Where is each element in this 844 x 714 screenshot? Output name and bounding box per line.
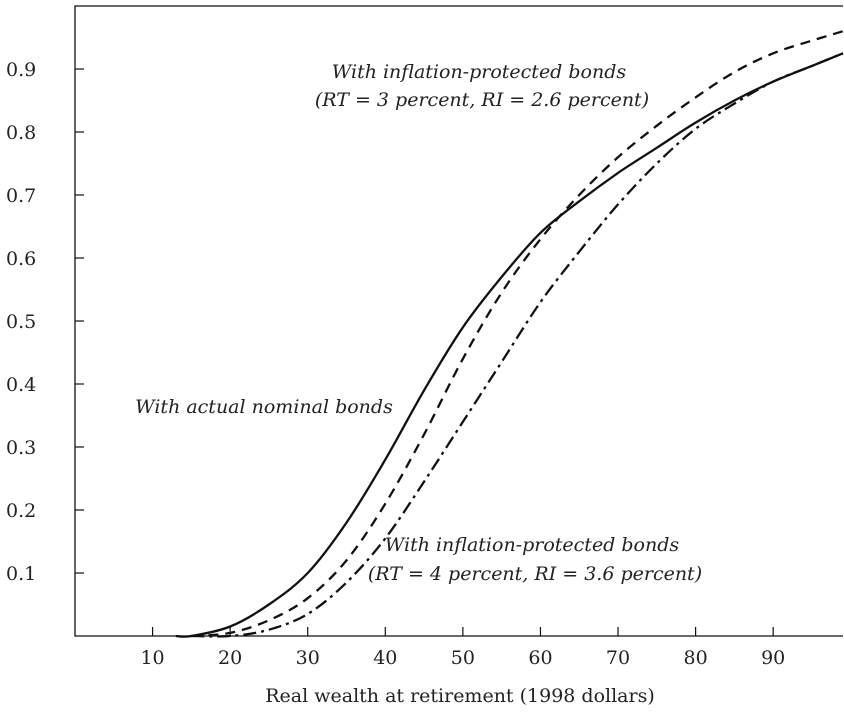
y-tick-label-0.1: 0.1 xyxy=(6,563,36,585)
x-tick-label-40: 40 xyxy=(373,647,397,669)
x-tick-label-70: 70 xyxy=(606,647,630,669)
y-tick-label-0.4: 0.4 xyxy=(6,374,36,396)
x-tick-label-30: 30 xyxy=(296,647,320,669)
y-tick-label-0.9: 0.9 xyxy=(6,59,36,81)
annotation-inflation-protected-4-percent-line-1: With inflation-protected bonds xyxy=(385,534,680,556)
annotation-inflation-protected-3-percent-line-1: With inflation-protected bonds xyxy=(332,61,627,83)
x-tick-label-50: 50 xyxy=(451,647,475,669)
annotation-inflation-protected-4-percent: With inflation-protected bonds (RT = 4 p… xyxy=(368,534,702,585)
y-tick-label-0.6: 0.6 xyxy=(6,248,36,270)
series-line-solid xyxy=(175,52,844,638)
y-tick-label-0.7: 0.7 xyxy=(6,185,36,207)
series-line-dashdot xyxy=(191,52,844,638)
x-tick-label-80: 80 xyxy=(684,647,708,669)
y-tick-label-0.5: 0.5 xyxy=(6,311,36,333)
y-tick-label-0.8: 0.8 xyxy=(6,122,36,144)
annotation-inflation-protected-3-percent: With inflation-protected bonds (RT = 3 p… xyxy=(315,61,649,111)
series-line-dashed xyxy=(191,30,844,638)
annotation-inflation-protected-4-percent-line-2: (RT = 4 percent, RI = 3.6 percent) xyxy=(368,563,702,585)
x-tick-label-60: 60 xyxy=(528,647,552,669)
x-tick-label-20: 20 xyxy=(218,647,242,669)
annotation-actual-nominal-bonds-line-1: With actual nominal bonds xyxy=(135,396,393,418)
x-axis-title: Real wealth at retirement (1998 dollars) xyxy=(265,685,655,707)
annotation-actual-nominal-bonds: With actual nominal bonds xyxy=(135,396,393,418)
annotation-inflation-protected-3-percent-line-2: (RT = 3 percent, RI = 2.6 percent) xyxy=(315,89,649,111)
x-tick-label-10: 10 xyxy=(140,647,164,669)
series-group xyxy=(175,30,844,638)
y-tick-label-0.2: 0.2 xyxy=(6,500,36,522)
x-tick-label-90: 90 xyxy=(761,647,785,669)
y-tick-label-0.3: 0.3 xyxy=(6,437,36,459)
tick-group: 10 20 30 40 50 60 70 80 90 0.1 0.2 0.3 0.4 0.5 0.6 0.7 0… xyxy=(6,59,785,669)
